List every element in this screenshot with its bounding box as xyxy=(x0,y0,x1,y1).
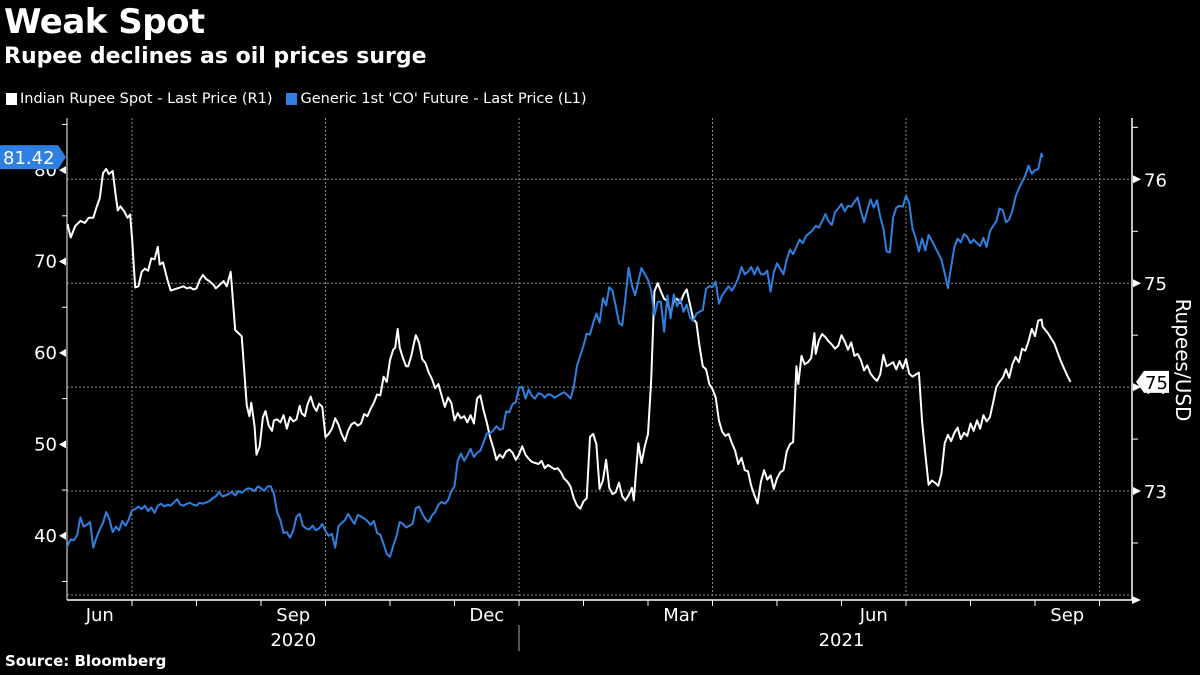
left-last-value-badge xyxy=(0,145,66,170)
chart-subtitle: Rupee declines as oil prices surge xyxy=(4,44,427,69)
left-tick-marker xyxy=(59,440,66,449)
left-tick-marker xyxy=(59,166,66,175)
right-tick-label: 75 xyxy=(1144,274,1167,295)
year-label: 2020 xyxy=(270,630,316,651)
right-tick-marker xyxy=(1133,383,1141,392)
right-tick-marker xyxy=(1133,487,1141,496)
right-tick-marker xyxy=(1133,279,1141,288)
legend-swatch-oil xyxy=(286,93,298,105)
right-last-value-text: 75 xyxy=(1145,373,1168,394)
legend-item-rupee: Indian Rupee Spot - Last Price (R1) xyxy=(6,91,272,107)
legend-label-oil: Generic 1st 'CO' Future - Last Price (L1… xyxy=(300,91,587,107)
left-tick-label: 50 xyxy=(34,434,57,455)
chart-title: Weak Spot xyxy=(4,2,205,42)
left-tick-marker xyxy=(59,531,66,540)
legend-label-rupee: Indian Rupee Spot - Last Price (R1) xyxy=(20,91,273,107)
legend-swatch-rupee xyxy=(6,93,17,105)
x-tick-label: Jun xyxy=(85,605,114,626)
series-layer xyxy=(66,152,1072,558)
oil-series-line xyxy=(66,152,1044,558)
right-axis-title: Rupees/USD xyxy=(1171,299,1195,422)
left-tick-marker xyxy=(59,348,66,357)
left-last-value-text: 81.42 xyxy=(3,148,55,169)
legend-item-oil: Generic 1st 'CO' Future - Last Price (L1… xyxy=(286,91,587,107)
x-axis-arrow xyxy=(1132,596,1141,604)
right-tick-label: 73 xyxy=(1144,482,1167,503)
legend: Indian Rupee Spot - Last Price (R1) Gene… xyxy=(6,91,587,107)
rupee-series-line xyxy=(66,167,1072,510)
year-label: 2021 xyxy=(819,630,865,651)
right-last-value-badge xyxy=(1136,370,1169,393)
left-tick-label: 70 xyxy=(34,252,57,273)
x-tick-label: Mar xyxy=(663,605,698,626)
left-tick-marker xyxy=(59,257,66,266)
right-tick-label: 76 xyxy=(1144,170,1167,191)
grid-lines xyxy=(67,118,1130,597)
right-tick-marker xyxy=(1133,175,1141,184)
axes xyxy=(59,118,1141,651)
x-tick-label: Jun xyxy=(859,605,888,626)
x-tick-label: Sep xyxy=(1050,605,1084,626)
left-tick-label: 60 xyxy=(34,343,57,364)
left-tick-label: 40 xyxy=(34,526,57,547)
axis-labels: 405060708073747576Rupees/USDJunSepDecMar… xyxy=(0,145,1195,651)
source-note: Source: Bloomberg xyxy=(5,652,167,670)
x-tick-label: Sep xyxy=(276,605,310,626)
x-tick-label: Dec xyxy=(469,605,504,626)
